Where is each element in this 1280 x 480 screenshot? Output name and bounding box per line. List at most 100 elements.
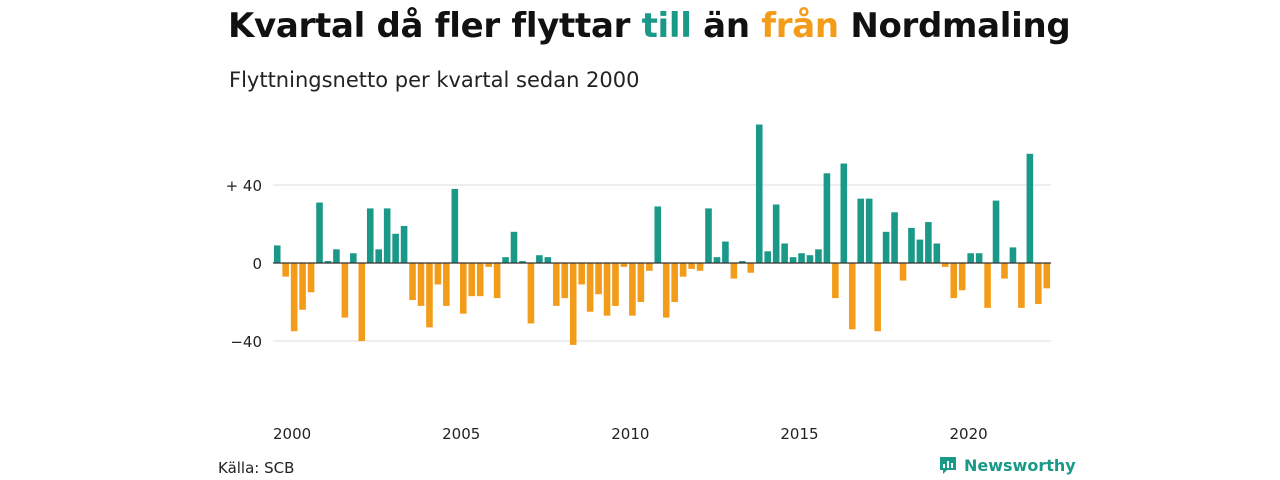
bar <box>891 212 898 263</box>
bar <box>536 255 543 263</box>
bar <box>840 163 848 263</box>
x-tick-label: 2020 <box>950 425 988 443</box>
bar <box>544 257 552 263</box>
bar <box>595 263 602 295</box>
bar <box>569 263 577 345</box>
x-tick-label: 2015 <box>780 425 818 443</box>
bar <box>578 263 585 285</box>
bar <box>519 261 526 263</box>
bar <box>755 124 763 263</box>
bar <box>510 231 518 263</box>
bar <box>950 263 958 299</box>
bar <box>586 263 594 312</box>
bar <box>299 263 306 310</box>
bar <box>493 263 501 299</box>
bar <box>865 198 873 263</box>
bar <box>324 261 332 263</box>
bar <box>747 263 755 273</box>
bar <box>451 188 459 263</box>
bar <box>400 225 408 263</box>
bar <box>273 245 281 263</box>
bar <box>688 263 695 269</box>
bar <box>798 253 805 263</box>
bar <box>409 263 416 301</box>
bar <box>722 241 729 263</box>
bar <box>1001 263 1008 279</box>
bar <box>282 263 289 277</box>
bar <box>705 208 712 263</box>
bar <box>899 263 907 281</box>
bar <box>823 173 831 263</box>
bar <box>772 204 780 263</box>
bar <box>671 263 678 302</box>
bar <box>984 263 991 308</box>
bar <box>620 263 628 267</box>
bar <box>485 263 492 267</box>
chart-title: Kvartal då fler flyttar till än från Nor… <box>228 6 1071 46</box>
bar <box>857 198 865 263</box>
bar <box>629 263 636 316</box>
bar <box>552 263 560 306</box>
bar <box>679 263 687 277</box>
newsworthy-logo-icon <box>940 457 956 474</box>
chart-subtitle: Flyttningsnetto per kvartal sedan 2000 <box>229 68 640 92</box>
y-tick-label: −40 <box>230 333 262 351</box>
bar <box>1018 263 1025 308</box>
bar <box>392 233 399 263</box>
bar <box>662 263 670 318</box>
bar <box>502 257 509 263</box>
bar <box>417 263 425 306</box>
title-prefix: Kvartal då fler flyttar <box>228 6 642 46</box>
x-tick-label: 2005 <box>442 425 480 443</box>
bar <box>1035 263 1042 304</box>
bar <box>806 255 814 263</box>
bar <box>350 253 357 263</box>
bar <box>316 202 323 263</box>
bar <box>882 231 890 263</box>
y-tick-label: + 40 <box>226 177 262 195</box>
newsworthy-brand[interactable]: Newsworthy <box>938 455 1076 475</box>
bar <box>730 263 738 279</box>
brand-name: Newsworthy <box>964 455 1076 475</box>
source-label: Källa: SCB <box>218 459 295 477</box>
bar <box>1026 153 1034 263</box>
bar <box>527 263 535 324</box>
title-suffix: Nordmaling <box>838 6 1071 46</box>
bar <box>443 263 450 306</box>
y-tick-label: 0 <box>252 255 262 273</box>
bar <box>561 263 569 299</box>
bar <box>637 263 645 302</box>
bar <box>925 222 932 263</box>
bar <box>341 263 349 318</box>
bar <box>713 257 721 263</box>
bar <box>975 253 983 263</box>
bar <box>366 208 374 263</box>
bar <box>874 263 881 332</box>
bar <box>468 263 476 297</box>
bar <box>358 263 366 341</box>
bar <box>967 253 974 263</box>
title-negative-word: från <box>761 6 839 46</box>
title-middle: än <box>691 6 762 46</box>
bar <box>476 263 484 297</box>
bar <box>916 239 924 263</box>
bar <box>696 263 704 271</box>
bar <box>307 263 315 293</box>
x-tick-label: 2010 <box>611 425 649 443</box>
bar <box>459 263 467 314</box>
bar <box>290 263 298 332</box>
bar <box>815 249 822 263</box>
x-tick-label: 2000 <box>273 425 311 443</box>
bar <box>789 257 797 263</box>
bar <box>383 208 391 263</box>
bar <box>434 263 442 285</box>
bar <box>1043 263 1051 289</box>
bar <box>958 263 966 291</box>
bar <box>1009 247 1017 263</box>
title-positive-word: till <box>641 6 692 46</box>
bar <box>832 263 839 299</box>
bar <box>992 200 1000 263</box>
bar <box>941 263 949 267</box>
bar <box>781 243 788 263</box>
bar <box>764 251 772 263</box>
